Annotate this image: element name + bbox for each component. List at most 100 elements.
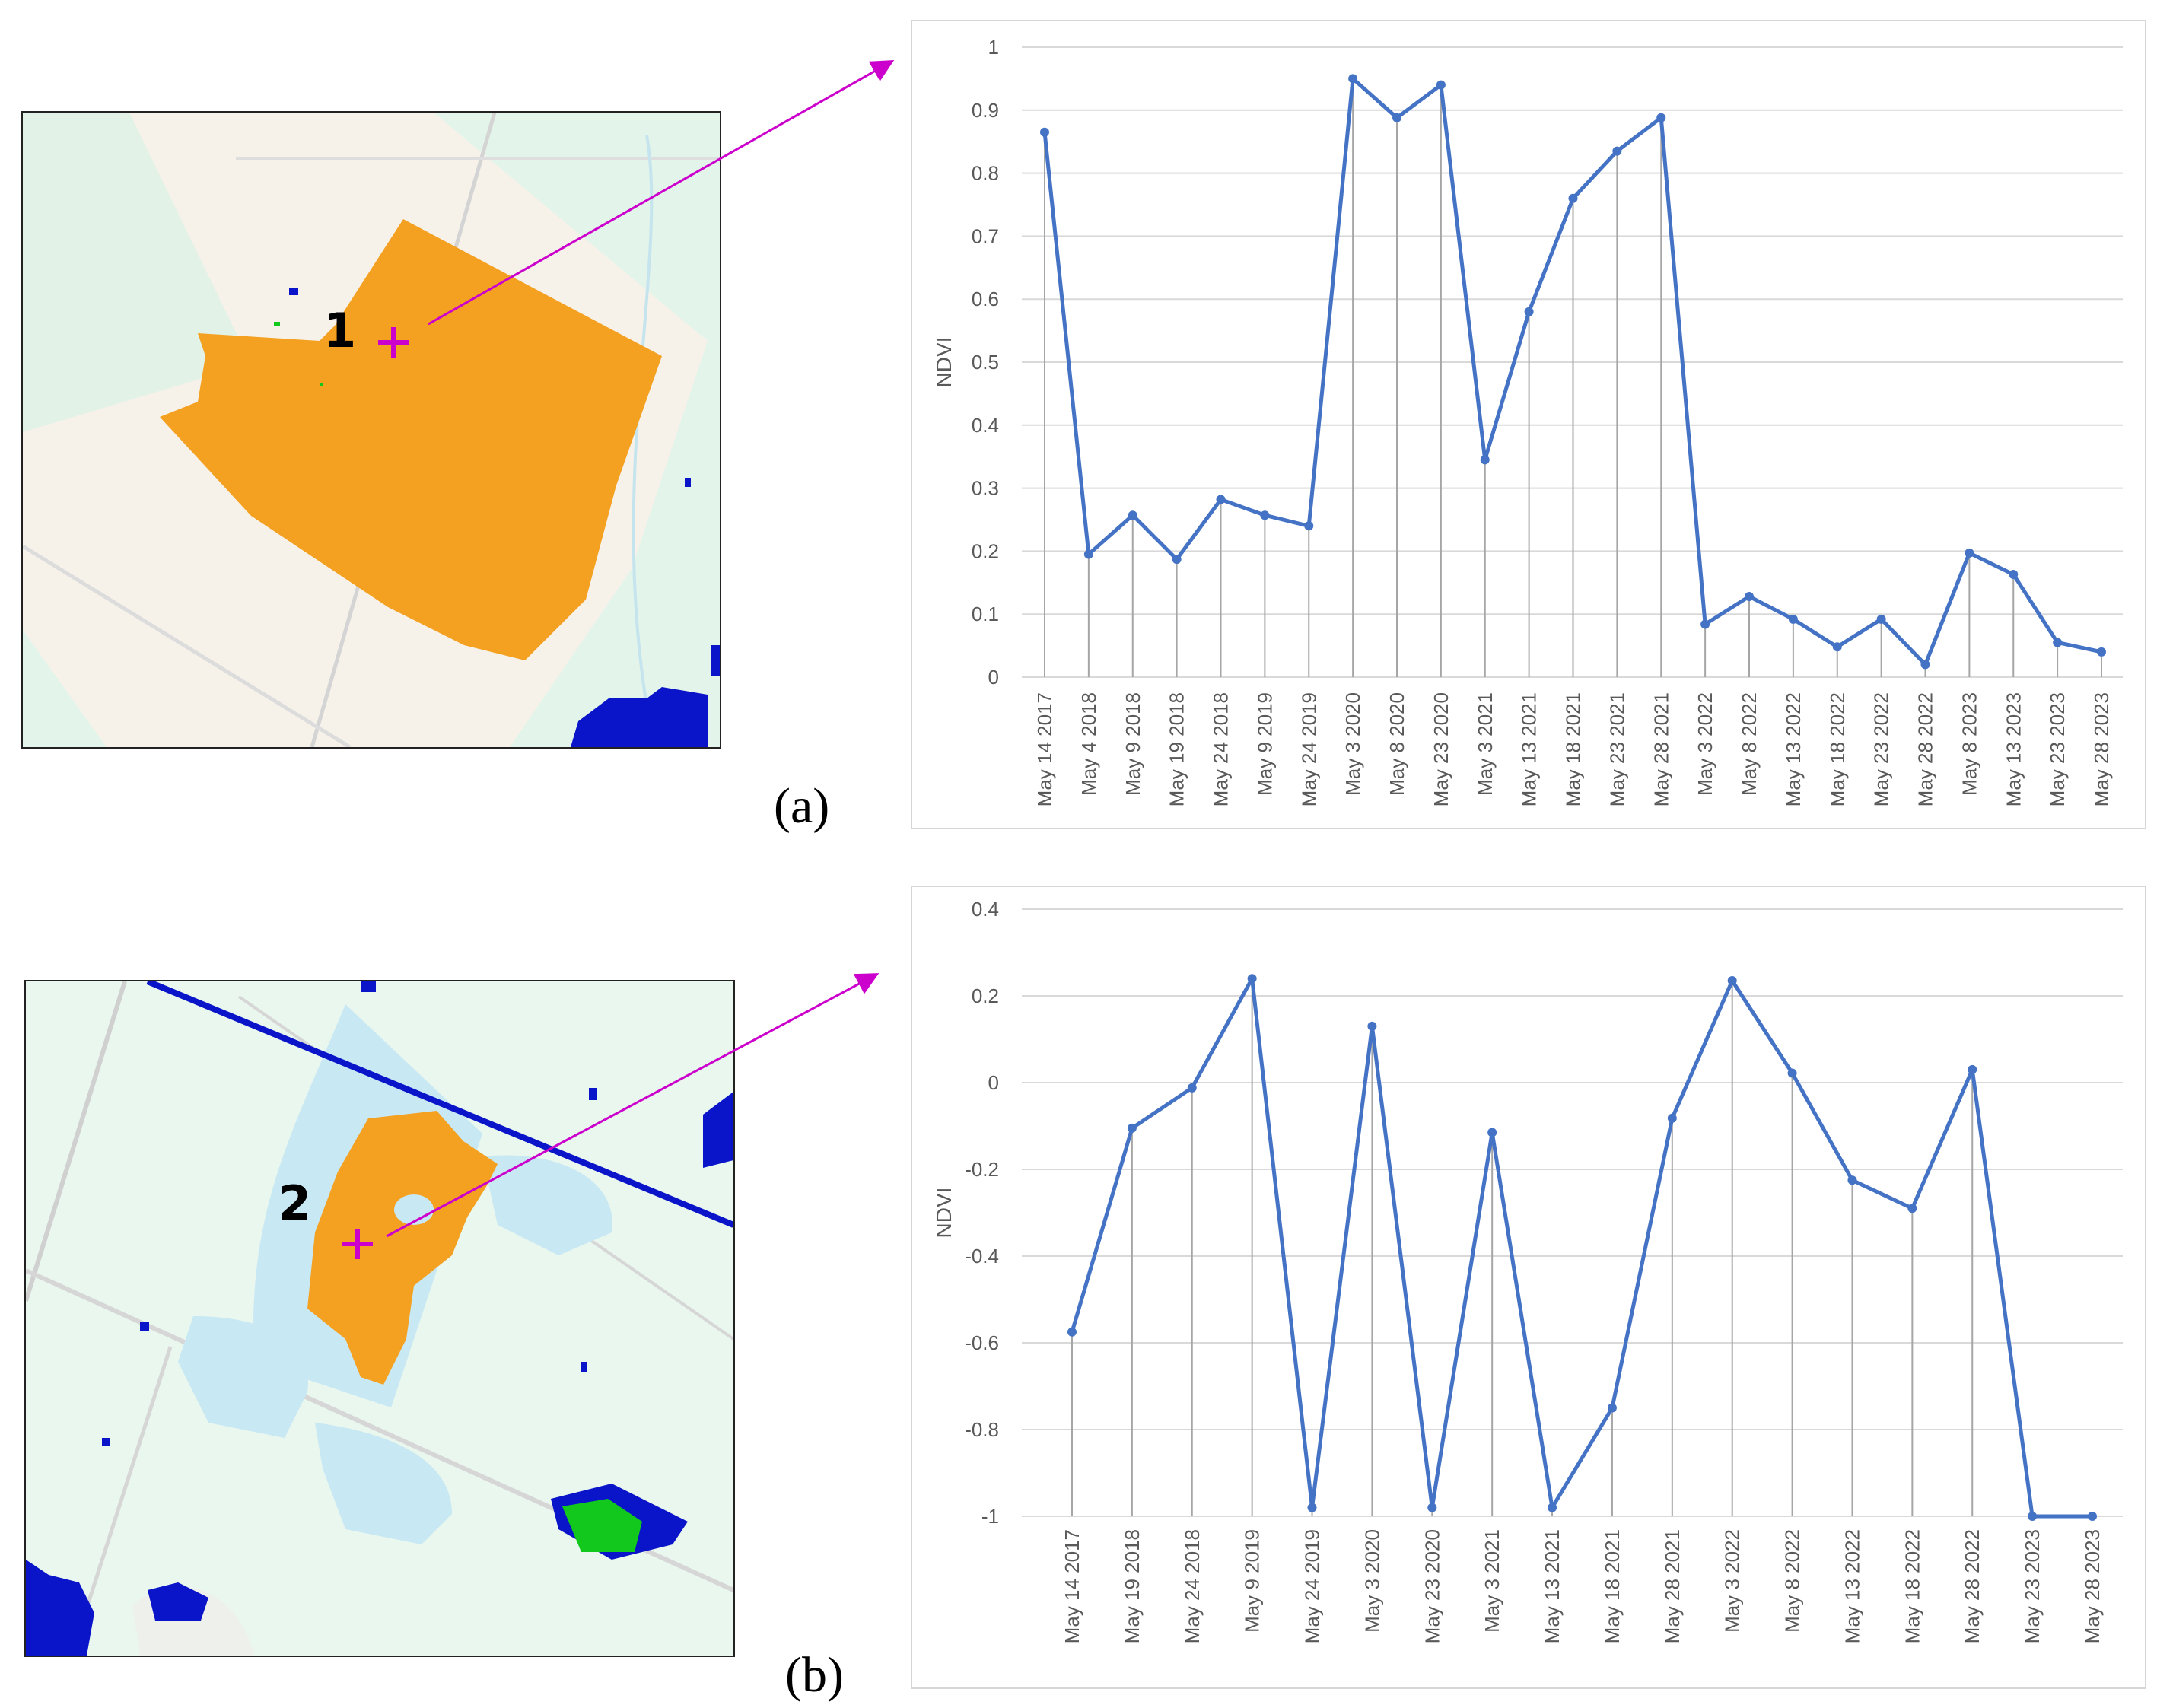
x-tick-label: May 3 2022	[1721, 1529, 1744, 1633]
data-point	[1348, 74, 1358, 84]
orange-region-b	[307, 1111, 498, 1385]
data-point	[1548, 1503, 1557, 1512]
y-tick-label: -0.2	[965, 1158, 999, 1181]
x-tick-label: May 3 2021	[1474, 692, 1497, 796]
x-tick-label: May 23 2022	[1870, 692, 1893, 806]
data-point	[1216, 495, 1226, 504]
x-tick-label: May 18 2022	[1901, 1529, 1923, 1643]
data-point	[1524, 307, 1534, 316]
x-tick-label: May 8 2022	[1738, 692, 1761, 796]
y-tick-label: 0.7	[972, 224, 999, 247]
x-tick-label: May 28 2022	[1961, 1529, 1984, 1643]
y-tick-label: -1	[981, 1505, 999, 1528]
x-tick-label: May 4 2018	[1077, 692, 1100, 796]
y-tick-label: 0.4	[972, 414, 999, 437]
x-tick-label: May 8 2020	[1386, 692, 1408, 796]
data-point	[1568, 193, 1578, 203]
data-point	[1392, 113, 1401, 122]
data-point	[1612, 146, 1622, 156]
data-point	[1968, 1064, 1977, 1074]
data-point	[1487, 1128, 1497, 1137]
x-tick-label: May 9 2019	[1253, 692, 1276, 796]
x-tick-label: May 9 2019	[1241, 1529, 1264, 1633]
point-label-2: 2	[278, 1175, 312, 1231]
y-tick-label: 0.3	[972, 477, 999, 500]
data-point	[1847, 1175, 1857, 1185]
data-point	[1127, 1123, 1137, 1133]
map-b	[24, 980, 735, 1657]
data-point	[1172, 555, 1182, 565]
x-tick-label: May 18 2022	[1826, 692, 1849, 806]
data-point	[1083, 549, 1093, 559]
y-tick-label: -0.6	[965, 1331, 999, 1354]
x-tick-label: May 19 2018	[1121, 1529, 1144, 1643]
data-point	[1907, 1204, 1917, 1213]
x-tick-label: May 18 2021	[1601, 1529, 1624, 1643]
x-tick-label: May 13 2021	[1541, 1529, 1564, 1643]
arrow-a	[428, 60, 895, 326]
y-tick-label: 0	[988, 666, 999, 689]
data-point	[1607, 1403, 1617, 1413]
data-point	[1876, 614, 1886, 624]
y-tick-label: 0.8	[972, 162, 999, 185]
data-point	[1656, 113, 1666, 122]
x-tick-label: May 23 2023	[2046, 692, 2069, 806]
x-tick-label: May 28 2021	[1661, 1529, 1684, 1643]
data-point	[1304, 521, 1314, 531]
x-tick-label: May 28 2023	[2090, 692, 2113, 806]
x-tick-label: May 28 2023	[2081, 1529, 2104, 1643]
data-point	[1480, 455, 1490, 465]
arrow-b	[386, 973, 880, 1238]
panel-label-b: (b)	[785, 1647, 844, 1703]
crosshair-b-icon	[342, 1229, 373, 1259]
map-a	[21, 111, 721, 749]
y-axis-label: NDVI	[932, 337, 956, 388]
data-point	[1427, 1503, 1437, 1512]
map-a-canvas	[23, 113, 720, 747]
x-tick-label: May 3 2021	[1481, 1529, 1503, 1633]
data-point	[2097, 647, 2106, 657]
x-tick-label: May 23 2021	[1605, 692, 1628, 806]
x-tick-label: May 13 2022	[1840, 1529, 1863, 1643]
y-tick-label: 1	[988, 36, 999, 59]
x-tick-label: May 3 2022	[1694, 692, 1716, 796]
data-point	[1700, 619, 1710, 629]
y-tick-label: 0.9	[972, 99, 999, 122]
x-tick-label: May 23 2020	[1430, 692, 1452, 806]
orange-region-a	[160, 219, 662, 660]
y-tick-label: -0.8	[965, 1418, 999, 1441]
x-tick-label: May 14 2017	[1033, 692, 1056, 806]
x-tick-label: May 13 2022	[1782, 692, 1805, 806]
x-tick-label: May 24 2018	[1181, 1529, 1204, 1643]
x-tick-label: May 24 2019	[1301, 1529, 1324, 1643]
crosshair-a-icon	[378, 327, 409, 358]
data-point	[1788, 614, 1798, 624]
chart-a: 0 0.1 0.2 0.3 0.4 0.5 0.6 0.7 0.8 0.9 1 NDVI May 14 …	[932, 36, 2123, 806]
x-tick-label: May 23 2020	[1421, 1529, 1443, 1643]
x-tick-label: May 3 2020	[1360, 1529, 1383, 1633]
y-tick-label: 0	[988, 1071, 999, 1094]
x-tick-label: May 24 2019	[1297, 692, 1320, 806]
map-b-canvas	[26, 981, 733, 1656]
data-point	[1832, 642, 1842, 652]
x-tick-label: May 8 2022	[1781, 1529, 1804, 1633]
x-tick-label: May 28 2022	[1914, 692, 1937, 806]
x-tick-label: May 13 2021	[1518, 692, 1541, 806]
x-tick-label: May 19 2018	[1166, 692, 1188, 806]
data-point	[1667, 1113, 1677, 1123]
x-tick-label: May 13 2023	[2002, 692, 2025, 806]
data-point	[1920, 660, 1930, 670]
x-tick-label: May 14 2017	[1061, 1529, 1083, 1643]
x-tick-label: May 9 2018	[1121, 692, 1144, 796]
chart-b: -1 -0.8 -0.6 -0.4 -0.2 0 0.2 0.4 NDVI May 14 2017…	[932, 898, 2123, 1643]
data-point	[2028, 1512, 2038, 1521]
data-point	[1128, 510, 1137, 520]
data-point	[1067, 1327, 1077, 1337]
chart-b-frame	[911, 886, 2146, 1689]
x-tick-label: May 18 2021	[1562, 692, 1585, 806]
y-tick-label: 0.2	[972, 984, 999, 1007]
x-tick-label: May 28 2021	[1650, 692, 1672, 806]
panel-label-a: (a)	[774, 778, 830, 834]
point-label-1: 1	[323, 303, 357, 358]
